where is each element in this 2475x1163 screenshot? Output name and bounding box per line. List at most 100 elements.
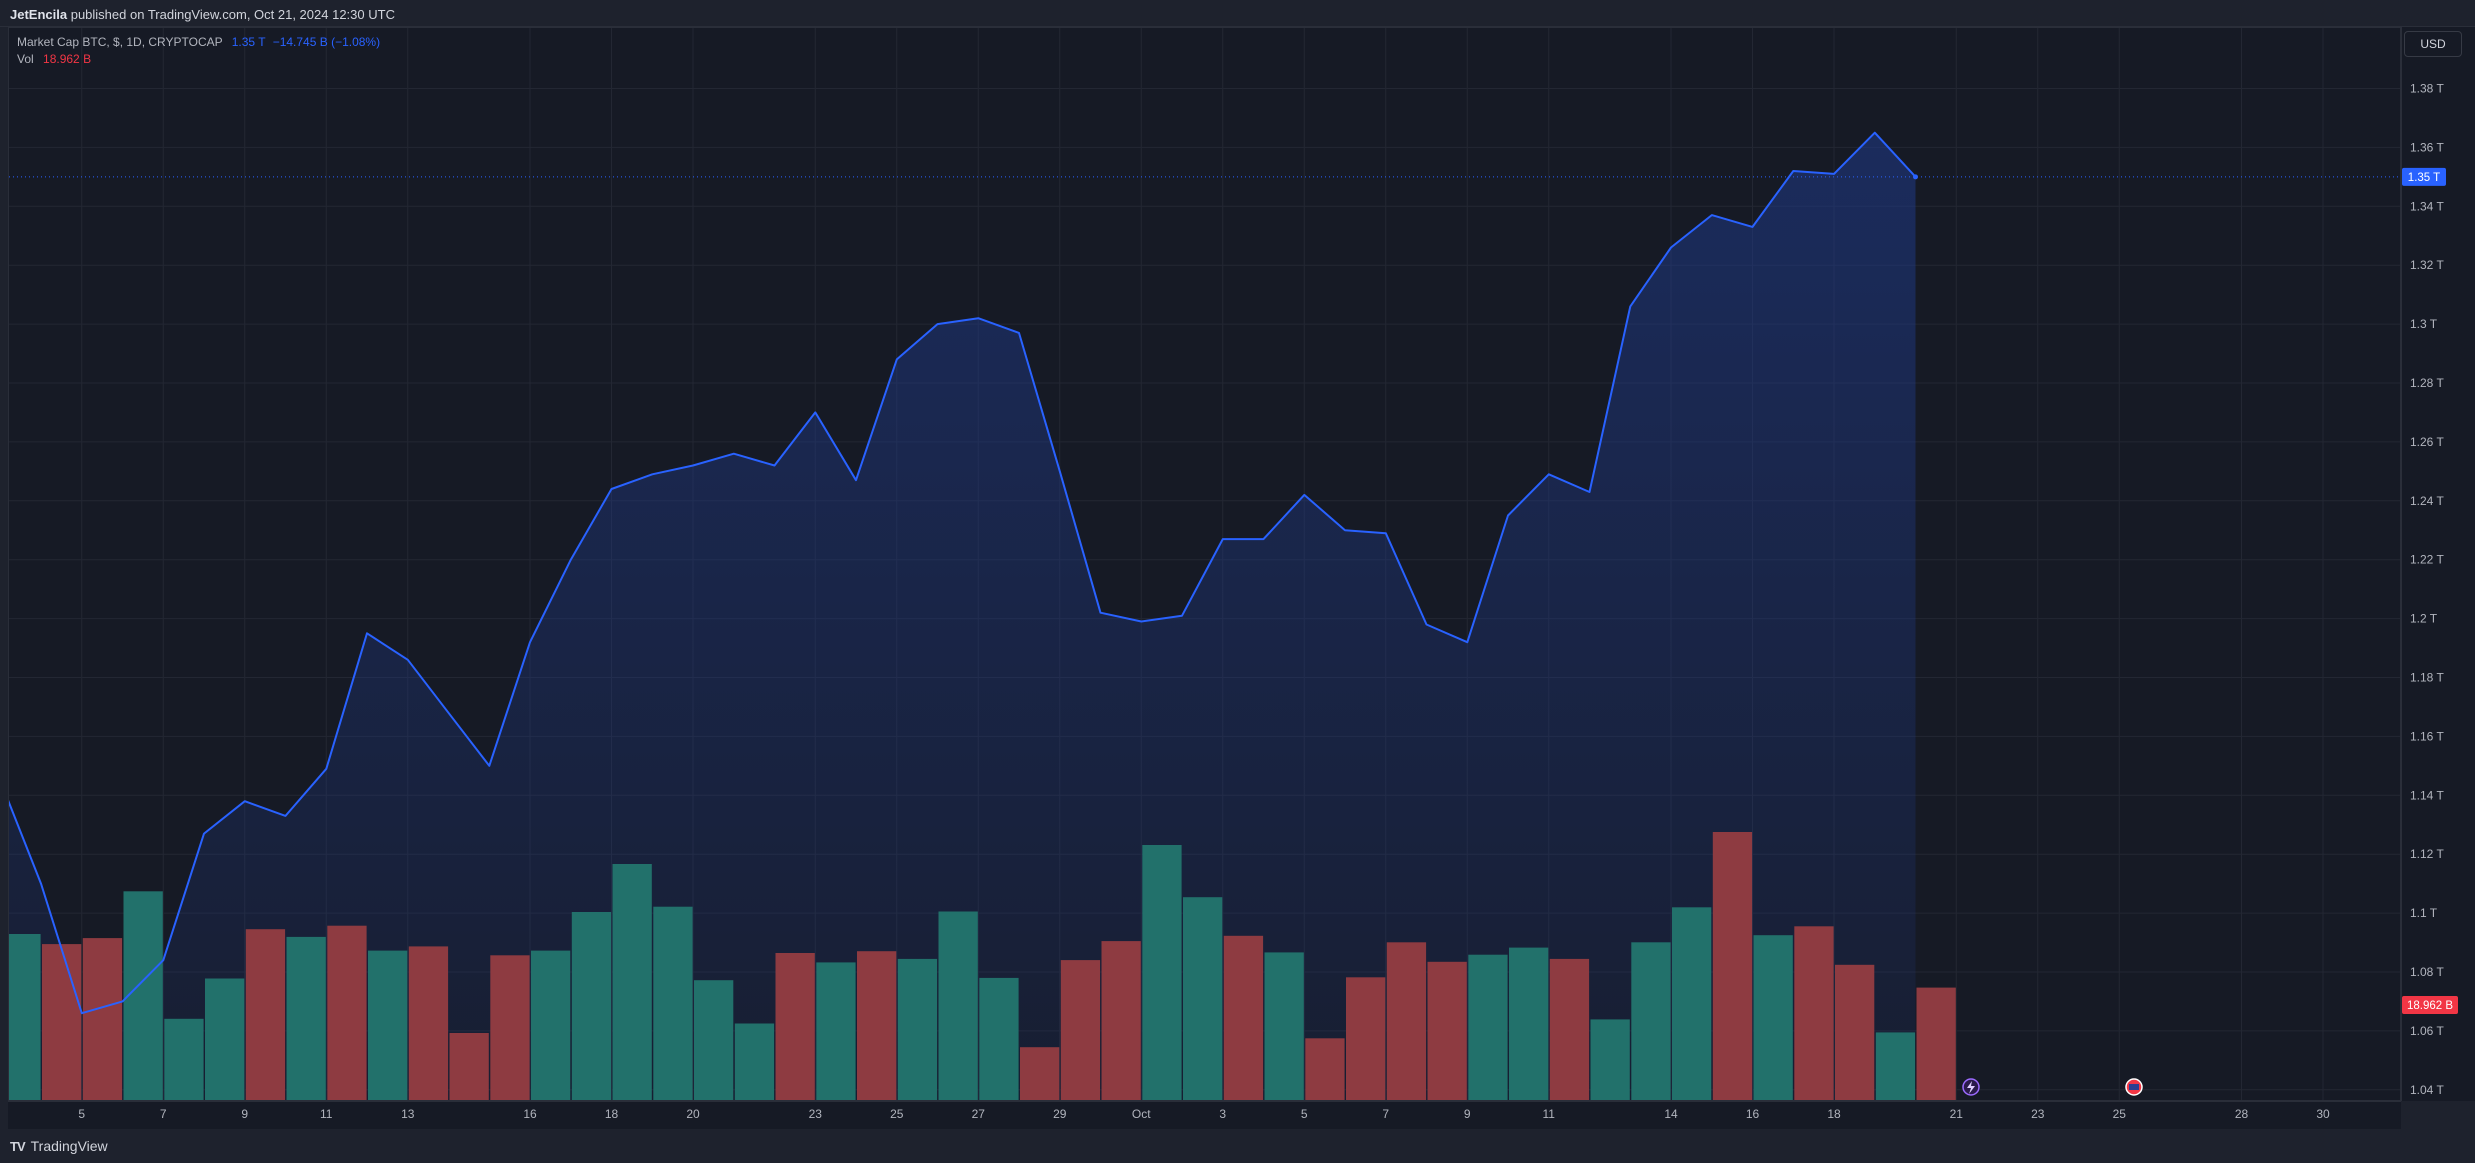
volume-bar xyxy=(979,977,1019,1100)
volume-bar xyxy=(408,946,449,1100)
volume-bar xyxy=(1509,947,1549,1100)
market-cap-line xyxy=(9,131,1917,1015)
x-tick-label: 16 xyxy=(1746,1107,1760,1121)
volume-bar xyxy=(1712,832,1753,1100)
volume-bar xyxy=(1020,1047,1060,1100)
volume-bar xyxy=(9,934,41,1100)
x-tick-label: 9 xyxy=(1464,1107,1471,1121)
volume-bar xyxy=(897,958,938,1100)
volume-bar xyxy=(449,1033,489,1100)
last-point-marker xyxy=(1913,174,1918,180)
current-price-badge xyxy=(2402,167,2446,186)
volume-bar xyxy=(245,929,286,1100)
x-tick-label: 7 xyxy=(160,1107,167,1121)
publisher-line: JetEncila published on TradingView.com, … xyxy=(10,7,395,22)
volume-bar xyxy=(1101,941,1141,1100)
x-tick-label: 7 xyxy=(1382,1107,1389,1121)
volume-bar xyxy=(694,980,734,1100)
plot-group xyxy=(9,131,1956,1100)
x-tick-label: 20 xyxy=(686,1107,700,1121)
y-tick-label: 1.28 T xyxy=(2410,376,2444,390)
y-tick-label: 1.24 T xyxy=(2410,494,2444,508)
x-tick-label: 11 xyxy=(320,1107,333,1121)
volume-bar xyxy=(1753,935,1793,1100)
x-tick-label: 16 xyxy=(523,1107,537,1121)
price-scale[interactable] xyxy=(2401,27,2475,1101)
legend-change: −14.745 B (−1.08%) xyxy=(272,35,381,49)
volume-bar xyxy=(1835,964,1875,1100)
y-tick-label: 1.14 T xyxy=(2410,788,2444,802)
volume-bar xyxy=(1468,954,1508,1100)
volume-bar xyxy=(1875,1032,1916,1100)
x-tick-label: 27 xyxy=(972,1107,986,1121)
footer: TV TradingView xyxy=(0,1129,2475,1163)
x-tick-label: 23 xyxy=(2031,1107,2045,1121)
x-tick-label: 25 xyxy=(890,1107,904,1121)
volume-bar xyxy=(1386,942,1427,1100)
volume-bar xyxy=(1672,907,1712,1100)
chart-legend: Market Cap BTC, $, 1D, CRYPTOCAP 1.35 T … xyxy=(17,34,380,68)
volume-bar xyxy=(1183,897,1223,1100)
x-tick-label: 21 xyxy=(1950,1107,1964,1121)
x-tick-label: 18 xyxy=(1827,1107,1841,1121)
time-scale[interactable] xyxy=(8,1101,2401,1129)
x-tick-label: 29 xyxy=(1053,1107,1067,1121)
x-tick-label: 5 xyxy=(78,1107,85,1121)
x-tick-label: Oct xyxy=(1132,1107,1151,1121)
y-tick-label: 1.36 T xyxy=(2410,140,2444,154)
current-volume-label: 18.962 B xyxy=(2407,1000,2453,1012)
volume-bar xyxy=(938,911,978,1100)
y-tick-label: 1.26 T xyxy=(2410,435,2444,449)
volume-bar xyxy=(653,906,693,1100)
author-name: JetEncila xyxy=(10,7,68,22)
x-tick-label: 18 xyxy=(605,1107,619,1121)
y-tick-label: 1.04 T xyxy=(2410,1083,2444,1097)
x-tick-label: 14 xyxy=(1664,1107,1678,1121)
volume-bar xyxy=(123,891,163,1100)
x-tick-label: 5 xyxy=(1301,1107,1308,1121)
market-cap-area xyxy=(9,132,1916,1100)
current-price-label: 1.35 T xyxy=(2408,172,2440,184)
x-tick-label: 13 xyxy=(401,1107,415,1121)
y-tick-label: 1.34 T xyxy=(2410,199,2444,213)
y-tick-label: 1.22 T xyxy=(2410,553,2444,567)
volume-bar xyxy=(368,950,408,1100)
volume-bar xyxy=(490,955,530,1100)
legend-series-row: Market Cap BTC, $, 1D, CRYPTOCAP 1.35 T … xyxy=(17,34,380,51)
volume-bar xyxy=(1223,935,1264,1100)
x-tick-label: 28 xyxy=(2235,1107,2249,1121)
volume-bar xyxy=(1631,942,1671,1100)
tradingview-logo[interactable]: TV TradingView xyxy=(10,1138,108,1154)
x-tick-label: 30 xyxy=(2316,1107,2330,1121)
volume-bar xyxy=(816,962,856,1100)
x-tick-label: 9 xyxy=(241,1107,248,1121)
volume-bar xyxy=(1427,961,1467,1100)
y-tick-label: 1.3 T xyxy=(2410,317,2438,331)
volume-bar xyxy=(857,951,897,1100)
x-tick-label: 3 xyxy=(1219,1107,1226,1121)
volume-bar xyxy=(1590,1019,1630,1100)
x-tick-label: 11 xyxy=(1543,1107,1556,1121)
current-volume-badge xyxy=(2402,996,2458,1014)
y-tick-label: 1.08 T xyxy=(2410,965,2444,979)
volume-bar xyxy=(612,864,652,1100)
y-tick-label: 1.32 T xyxy=(2410,258,2444,272)
lightning-glyph xyxy=(1967,1081,1975,1094)
published-text: published on TradingView.com, Oct 21, 20… xyxy=(70,7,395,22)
volume-bar xyxy=(164,1018,204,1100)
x-tick-label: 25 xyxy=(2113,1107,2127,1121)
volume-bar xyxy=(531,950,571,1100)
volume-bar xyxy=(1060,960,1101,1100)
volume-bar xyxy=(286,936,326,1100)
currency-button[interactable]: USD xyxy=(2404,31,2462,57)
top-bar: JetEncila published on TradingView.com, … xyxy=(0,0,2475,27)
y-tick-label: 1.06 T xyxy=(2410,1024,2444,1038)
volume-bar xyxy=(1264,952,1304,1100)
volume-bar xyxy=(1549,958,1590,1100)
legend-volume-row: Vol 18.962 B xyxy=(17,51,380,68)
volume-bar xyxy=(775,953,815,1100)
legend-last-value: 1.35 T xyxy=(231,35,266,49)
y-tick-label: 1.16 T xyxy=(2410,729,2444,743)
volume-bar xyxy=(1142,845,1182,1100)
volume-bar xyxy=(1794,926,1834,1100)
